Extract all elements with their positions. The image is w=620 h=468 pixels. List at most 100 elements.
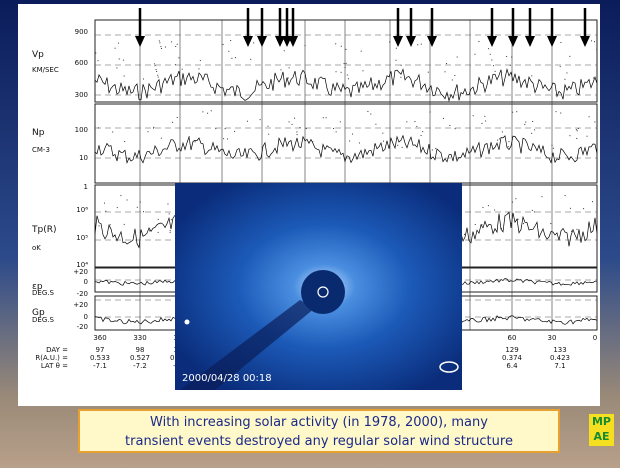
scatter-dot xyxy=(524,123,526,125)
row-value: 360 xyxy=(93,334,106,342)
scatter-dot xyxy=(367,110,369,112)
scatter-dot xyxy=(345,48,347,50)
scatter-dot xyxy=(512,111,514,113)
row-label: LAT θ = xyxy=(41,362,68,370)
scatter-dot xyxy=(474,53,476,55)
scatter-dot xyxy=(497,139,499,141)
scatter-dot xyxy=(156,70,158,72)
scatter-dot xyxy=(118,42,120,44)
logo-mark xyxy=(439,361,459,373)
row-value: 330 xyxy=(133,334,146,342)
row-value: 0.527 xyxy=(130,354,150,362)
scatter-dot xyxy=(472,115,474,117)
scatter-dot xyxy=(198,68,200,70)
scatter-dot xyxy=(569,207,571,209)
scatter-dot xyxy=(299,127,301,129)
scatter-dot xyxy=(246,120,248,122)
scatter-dot xyxy=(449,124,451,126)
scatter-dot xyxy=(259,119,261,121)
axis-label: Vp xyxy=(32,50,44,60)
scatter-dot xyxy=(153,126,155,128)
scatter-dot xyxy=(291,123,293,125)
y-tick-label: 300 xyxy=(75,91,88,99)
scatter-dot xyxy=(509,64,511,66)
scatter-dot xyxy=(176,43,178,45)
scatter-dot xyxy=(400,64,402,66)
scatter-dot xyxy=(516,111,518,113)
scatter-dot xyxy=(525,121,527,123)
scatter-dot xyxy=(167,203,169,205)
scatter-dot xyxy=(226,138,228,140)
y-tick-label: +20 xyxy=(73,268,88,276)
scatter-dot xyxy=(168,213,170,215)
axis-unit: DEG.S xyxy=(32,289,54,297)
scatter-dot xyxy=(312,141,314,143)
scatter-dot xyxy=(569,135,571,137)
scatter-dot xyxy=(158,40,160,42)
scatter-dot xyxy=(594,41,596,43)
scatter-dot xyxy=(123,223,125,225)
scatter-dot xyxy=(555,111,557,113)
scatter-dot xyxy=(149,230,151,232)
scatter-dot xyxy=(340,71,342,73)
scatter-dot xyxy=(126,199,128,201)
scatter-dot xyxy=(153,127,155,129)
scatter-dot xyxy=(576,130,578,132)
scatter-dot xyxy=(161,48,163,50)
scatter-dot xyxy=(174,64,176,66)
scatter-dot xyxy=(511,56,513,58)
scatter-dot xyxy=(474,223,476,225)
scatter-dot xyxy=(178,57,180,59)
scatter-dot xyxy=(422,131,424,133)
scatter-dot xyxy=(171,41,173,43)
scatter-dot xyxy=(515,198,517,200)
scatter-dot xyxy=(347,78,349,80)
scatter-dot xyxy=(222,43,224,45)
arrow-head xyxy=(525,36,535,47)
scatter-dot xyxy=(481,122,483,124)
scatter-dot xyxy=(346,74,348,76)
scatter-dot xyxy=(569,55,571,57)
row-label: R(A.U.) = xyxy=(35,354,68,362)
scatter-dot xyxy=(552,147,554,149)
scatter-dot xyxy=(97,60,99,62)
scatter-dot xyxy=(305,128,307,130)
scatter-dot xyxy=(382,140,384,142)
scatter-dot xyxy=(340,45,342,47)
y-tick-label: 1 xyxy=(84,183,88,191)
caption: With increasing solar activity (in 1978,… xyxy=(78,409,560,453)
scatter-dot xyxy=(335,131,337,133)
row-value: -7.1 xyxy=(93,362,107,370)
scatter-dot xyxy=(159,42,161,44)
logo: MP AE xyxy=(589,414,614,446)
scatter-dot xyxy=(446,63,448,65)
row-value: 129 xyxy=(505,346,518,354)
y-tick-label: -20 xyxy=(77,290,88,298)
scatter-dot xyxy=(397,144,399,146)
scatter-dot xyxy=(172,121,174,123)
scatter-dot xyxy=(577,127,579,129)
axis-unit: oK xyxy=(32,244,41,252)
scatter-dot xyxy=(164,46,166,48)
row-value: 0.533 xyxy=(90,354,110,362)
scatter-dot xyxy=(463,233,465,235)
scatter-dot xyxy=(188,136,190,138)
scatter-dot xyxy=(591,201,593,203)
scatter-dot xyxy=(358,142,360,144)
row-value: 97 xyxy=(96,346,105,354)
scatter-dot xyxy=(485,120,487,122)
scatter-dot xyxy=(501,131,503,133)
scatter-dot xyxy=(304,44,306,46)
caption-line: With increasing solar activity (in 1978,… xyxy=(150,415,488,430)
scatter-dot xyxy=(283,50,285,52)
scatter-dot xyxy=(506,55,508,57)
scatter-dot xyxy=(154,65,156,67)
scatter-dot xyxy=(481,224,483,226)
arrow-head xyxy=(243,36,253,47)
scatter-dot xyxy=(339,121,341,123)
y-tick-label: +20 xyxy=(73,301,88,309)
axis-label: Np xyxy=(32,128,45,138)
scatter-dot xyxy=(523,223,525,225)
scatter-dot xyxy=(456,56,458,58)
